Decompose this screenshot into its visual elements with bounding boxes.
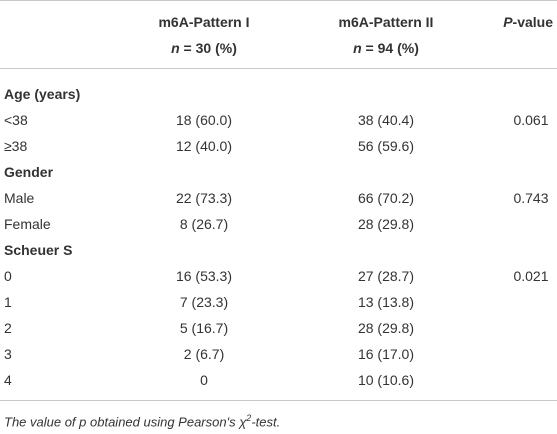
pattern1-cell: 18 (60.0) [175, 112, 233, 128]
pattern2-cell: 56 (59.6) [357, 138, 415, 154]
n-symbol: n [171, 40, 180, 56]
p-symbol: P [503, 14, 513, 30]
col-subheader: n = 30 (%) [104, 39, 304, 57]
section-label: Gender [4, 164, 54, 180]
pattern2-cell: 38 (40.4) [357, 112, 415, 128]
n-rest: = 30 (%) [179, 40, 237, 56]
pattern2-cell: 16 (17.0) [357, 346, 415, 362]
n-rest: = 94 (%) [361, 40, 419, 56]
p-value-cell: 0.021 [513, 268, 549, 284]
col-header: m6A-Pattern II [338, 14, 434, 30]
footnote-superscript: 2 [246, 413, 252, 423]
footnote-text: The value of p obtained using Pearson's … [4, 414, 247, 430]
pattern2-cell: 28 (29.8) [357, 216, 415, 232]
pattern1-cell: 0 [200, 372, 208, 388]
pattern1-cell: 7 (23.3) [179, 294, 229, 310]
pattern2-cell: 66 (70.2) [357, 190, 415, 206]
pattern2-cell: 13 (13.8) [357, 294, 415, 310]
row-label: 3 [4, 346, 12, 362]
row-label: 2 [4, 320, 12, 336]
pattern2-cell: 28 (29.8) [357, 320, 415, 336]
pattern1-cell: 22 (73.3) [175, 190, 233, 206]
pattern2-cell: 27 (28.7) [357, 268, 415, 284]
p-rest: -value [512, 14, 553, 30]
footnote-tail: -test. [251, 414, 281, 430]
row-label: Female [4, 216, 51, 232]
footnote: The value of p obtained using Pearson's … [4, 413, 280, 429]
row-label: 0 [4, 268, 12, 284]
p-value-cell: 0.061 [513, 112, 549, 128]
pattern1-cell: 16 (53.3) [175, 268, 233, 284]
bottom-rule [0, 400, 557, 401]
n-symbol: n [353, 40, 362, 56]
row-label: <38 [4, 112, 28, 128]
row-label: 4 [4, 372, 12, 388]
pattern1-cell: 12 (40.0) [175, 138, 233, 154]
row-label: ≥38 [4, 138, 28, 154]
col-subheader: n = 94 (%) [286, 39, 486, 57]
section-label: Age (years) [4, 86, 81, 102]
pattern1-cell: 5 (16.7) [179, 320, 229, 336]
pattern1-cell: 2 (6.7) [183, 346, 225, 362]
p-header: P-value [503, 13, 553, 31]
top-rule [0, 0, 557, 1]
section-label: Scheuer S [4, 242, 73, 258]
pattern2-cell: 10 (10.6) [357, 372, 415, 388]
p-value-cell: 0.743 [513, 190, 549, 206]
col-header: m6A-Pattern I [158, 14, 250, 30]
header-rule [0, 68, 557, 69]
row-label: 1 [4, 294, 12, 310]
pattern1-cell: 8 (26.7) [179, 216, 229, 232]
row-label: Male [4, 190, 35, 206]
